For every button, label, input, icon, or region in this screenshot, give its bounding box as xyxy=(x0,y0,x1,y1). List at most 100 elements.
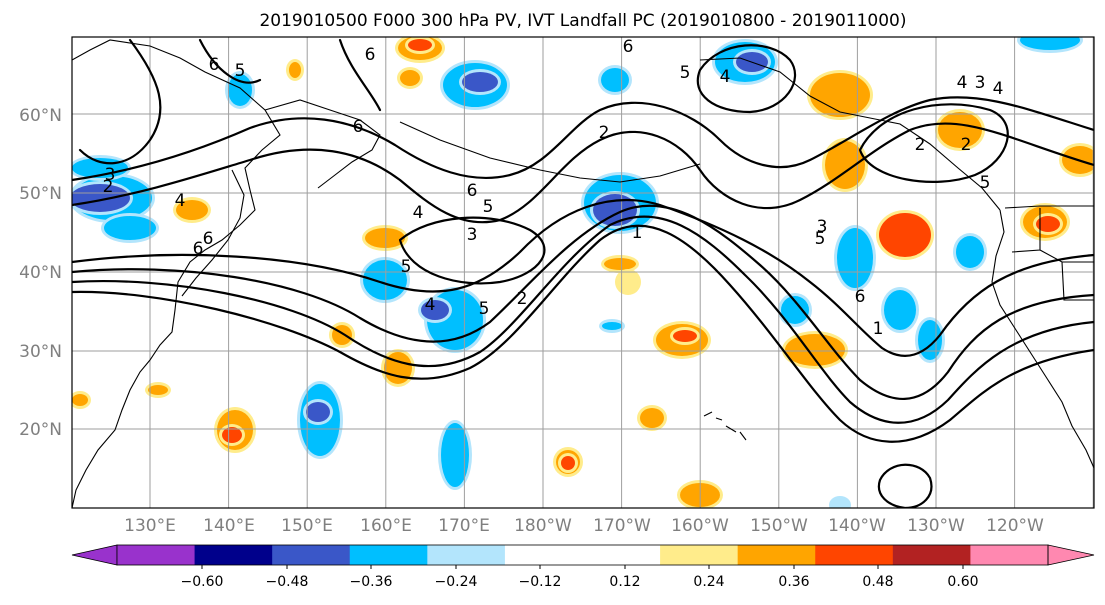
colorbar-label: −0.36 xyxy=(350,574,393,590)
colorbar-cell xyxy=(427,545,506,565)
colorbar-cell xyxy=(504,545,583,565)
colorbar-labels: −0.60 −0.48 −0.36 −0.24 −0.12 0.12 0.24 0.36 0.4… xyxy=(181,565,979,590)
pv-contour-loop-west xyxy=(398,216,546,285)
longitude-labels: 130°E 140°E 150°E 160°E 170°E 180°W 170°… xyxy=(124,516,1044,536)
colorbar-cell xyxy=(737,545,816,565)
ivt-anomaly-patch xyxy=(421,300,449,320)
contour-label: 3 xyxy=(975,73,986,93)
colorbar-cell xyxy=(117,545,196,565)
colorbar-label: −0.60 xyxy=(181,574,224,590)
ivt-anomaly-patch xyxy=(879,213,931,257)
contour-label: 3 xyxy=(467,225,478,245)
pv-contour-polar-1 xyxy=(72,122,1094,224)
contour-label: 6 xyxy=(467,181,478,201)
pv-contour-polar-2 xyxy=(72,96,1094,182)
ivt-anomaly-patch xyxy=(938,112,982,148)
colorbar-cell xyxy=(349,545,428,565)
colorbar-label: −0.24 xyxy=(435,574,478,590)
ivt-anomaly-fills xyxy=(72,37,1094,508)
figure-title: 2019010500 F000 300 hPa PV, IVT Landfall… xyxy=(259,11,906,31)
colorbar-label: 0.24 xyxy=(693,574,724,590)
lon-label: 160°W xyxy=(671,516,729,536)
ivt-anomaly-patch xyxy=(408,39,432,51)
colorbar-label: 0.12 xyxy=(609,574,640,590)
coastline-asia xyxy=(72,39,281,508)
contour-label: 6 xyxy=(209,55,220,75)
lat-label: 50°N xyxy=(19,184,62,204)
contour-label: 5 xyxy=(401,257,412,277)
contour-label: 5 xyxy=(479,299,490,319)
ivt-anomaly-patch xyxy=(1036,216,1060,232)
ivt-anomaly-patch xyxy=(561,456,575,470)
ivt-anomaly-patch xyxy=(441,423,469,487)
contour-label: 4 xyxy=(425,295,436,315)
ivt-anomaly-patch xyxy=(601,68,629,92)
colorbar-label: −0.12 xyxy=(519,574,562,590)
map-frame xyxy=(71,36,1095,509)
colorbar-cell xyxy=(194,545,273,565)
colorbar-label: 0.36 xyxy=(778,574,809,590)
pv-contours xyxy=(72,38,1094,508)
colorbar-label: 0.60 xyxy=(947,574,978,590)
ivt-anomaly-patch xyxy=(176,200,208,220)
colorbar: −0.60 −0.48 −0.36 −0.24 −0.12 0.12 0.24 0.36 0.4… xyxy=(71,544,1095,590)
contour-label: 5 xyxy=(483,197,494,217)
contour-label: 6 xyxy=(365,45,376,65)
ivt-anomaly-patch xyxy=(618,272,638,292)
ivt-anomaly-patch xyxy=(673,330,697,342)
lon-label: 130°W xyxy=(907,516,965,536)
lon-label: 170°E xyxy=(438,516,490,536)
ivt-anomaly-patch xyxy=(104,216,156,240)
contour-label: 6 xyxy=(623,37,634,57)
colorbar-cell xyxy=(582,545,661,565)
ivt-anomaly-patch xyxy=(785,334,845,366)
pv-contour-3 xyxy=(72,224,1094,443)
contour-label: 6 xyxy=(203,229,214,249)
ivt-anomaly-patch xyxy=(72,184,130,212)
coastlines xyxy=(72,39,1094,508)
coastline-hawaii xyxy=(703,411,747,441)
contour-label: 3 xyxy=(817,217,828,237)
ivt-anomaly-patch xyxy=(918,320,942,360)
colorbar-frame xyxy=(116,544,1049,566)
contour-label: 6 xyxy=(353,117,364,137)
contour-label: 4 xyxy=(957,73,968,93)
lon-label: 130°E xyxy=(124,516,176,536)
contour-label: 1 xyxy=(873,319,884,339)
contour-label: 3 xyxy=(105,165,116,185)
colorbar-cell xyxy=(892,545,971,565)
contour-label: 5 xyxy=(980,173,991,193)
ivt-anomaly-patch xyxy=(825,141,865,189)
contour-label: 2 xyxy=(517,289,528,309)
lat-label: 60°N xyxy=(19,106,62,126)
contour-label: 5 xyxy=(680,63,691,83)
lon-label: 120°W xyxy=(986,516,1044,536)
ivt-anomaly-patch xyxy=(72,394,88,406)
contour-label: 2 xyxy=(103,177,114,197)
coastline-alaska xyxy=(699,57,1001,211)
contour-label: 1 xyxy=(632,223,643,243)
lat-label: 20°N xyxy=(19,420,62,440)
ivt-anomaly-patch xyxy=(884,290,916,330)
pv-contour-loop-alaska xyxy=(696,44,797,114)
pv-contour-asia xyxy=(78,38,382,165)
pv-contour-loop-east xyxy=(858,103,1009,183)
contour-label: 2 xyxy=(961,135,972,155)
coastline-aleutians xyxy=(399,121,701,183)
contour-label: 2 xyxy=(599,123,610,143)
coastline-japan xyxy=(181,169,245,297)
pv-contour-2b xyxy=(72,215,1094,424)
colorbar-cells xyxy=(117,545,1049,565)
ivt-anomaly-patch xyxy=(956,236,984,268)
lon-label: 170°W xyxy=(593,516,651,536)
colorbar-label: −0.48 xyxy=(266,574,309,590)
colorbar-extend-high xyxy=(1047,544,1095,566)
ivt-anomaly-patch xyxy=(593,194,637,226)
lon-label: 140°W xyxy=(828,516,886,536)
contour-label: 6 xyxy=(855,287,866,307)
graticule xyxy=(72,37,1094,508)
border-canada-usa xyxy=(1004,205,1094,209)
contour-label: 5 xyxy=(235,61,246,81)
